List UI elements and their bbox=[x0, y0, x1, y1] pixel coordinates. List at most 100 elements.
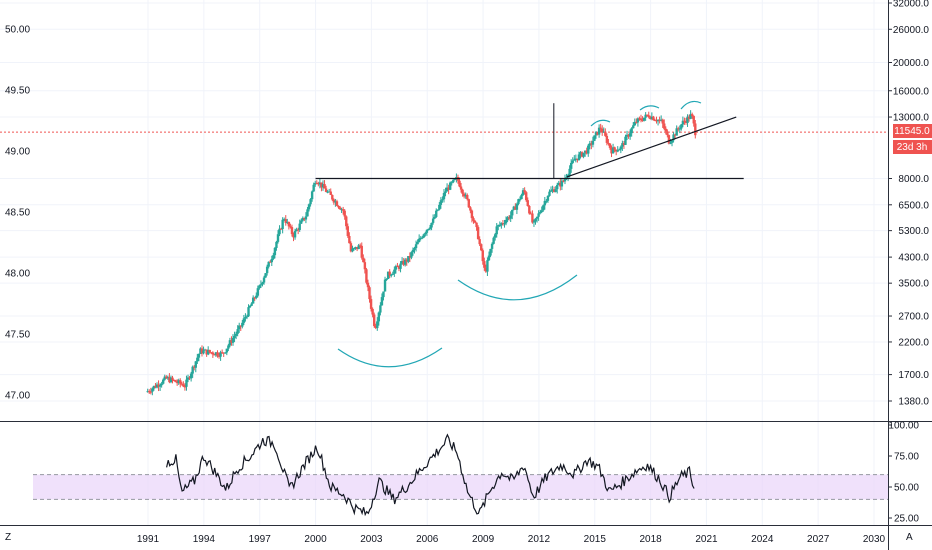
candle bbox=[365, 267, 368, 285]
candle bbox=[646, 114, 649, 117]
x-tick-label: 2024 bbox=[751, 534, 774, 545]
rsi-axis: 100.00 75.00 50.00 25.00 bbox=[888, 421, 919, 525]
cup-arc-right[interactable] bbox=[457, 274, 578, 301]
candle bbox=[206, 346, 210, 356]
candle bbox=[377, 311, 381, 326]
candle bbox=[222, 352, 225, 357]
auto-scale-button[interactable]: A bbox=[906, 532, 913, 543]
candle bbox=[444, 187, 447, 197]
rsi-tick-label: 100.00 bbox=[888, 421, 919, 432]
candle bbox=[323, 180, 326, 189]
candle bbox=[548, 189, 551, 197]
candle bbox=[284, 215, 287, 226]
candle bbox=[644, 112, 647, 121]
candle bbox=[613, 146, 616, 153]
candle bbox=[394, 264, 398, 274]
candle bbox=[607, 139, 610, 146]
candle bbox=[504, 216, 508, 226]
candle bbox=[335, 199, 339, 207]
candle bbox=[464, 192, 467, 199]
candle bbox=[531, 210, 534, 224]
candle bbox=[636, 117, 640, 127]
top-arc-3[interactable] bbox=[680, 100, 702, 110]
candle bbox=[160, 381, 163, 388]
candle bbox=[194, 360, 197, 373]
candle bbox=[421, 235, 424, 240]
candle bbox=[148, 389, 151, 394]
candle bbox=[234, 331, 238, 340]
last-price-text: 11545.0 bbox=[894, 126, 930, 137]
candle bbox=[680, 123, 683, 131]
candle bbox=[281, 217, 284, 234]
candle bbox=[197, 353, 201, 362]
candle bbox=[647, 111, 650, 119]
candle bbox=[258, 284, 261, 290]
candle bbox=[445, 183, 449, 192]
candle bbox=[694, 119, 697, 139]
x-tick-label: 1991 bbox=[137, 534, 160, 545]
candle bbox=[507, 215, 511, 221]
candle bbox=[590, 140, 593, 150]
candle bbox=[605, 133, 609, 146]
candle bbox=[521, 188, 525, 196]
candle bbox=[199, 347, 202, 355]
candle bbox=[652, 115, 655, 121]
candle bbox=[416, 239, 419, 245]
candle bbox=[352, 247, 356, 251]
candle bbox=[497, 224, 500, 231]
candle bbox=[677, 126, 680, 132]
candle bbox=[489, 248, 492, 258]
candle bbox=[158, 383, 162, 391]
zoom-button[interactable]: Z bbox=[5, 532, 11, 543]
candle bbox=[166, 375, 170, 380]
candle bbox=[475, 222, 478, 231]
right-tick-label: 20000.0 bbox=[893, 58, 930, 69]
candle bbox=[545, 198, 548, 204]
candle bbox=[393, 266, 396, 277]
candle bbox=[174, 379, 177, 383]
candle bbox=[472, 216, 475, 224]
main-pane[interactable]: 50.00 49.50 49.00 48.50 48.00 47.50 47.00 3200… bbox=[0, 0, 932, 525]
candle bbox=[559, 178, 562, 191]
candle bbox=[171, 375, 174, 384]
candle bbox=[518, 196, 522, 202]
top-arc-2[interactable] bbox=[639, 105, 660, 111]
candle bbox=[155, 382, 159, 389]
candle bbox=[309, 198, 312, 207]
candle bbox=[514, 203, 517, 210]
candle bbox=[627, 133, 630, 139]
candle bbox=[391, 271, 394, 275]
candle bbox=[560, 178, 564, 191]
candle bbox=[208, 349, 211, 354]
candle bbox=[211, 351, 215, 358]
candle bbox=[540, 206, 543, 214]
candle bbox=[571, 157, 574, 164]
candle bbox=[552, 186, 556, 193]
candle bbox=[597, 124, 601, 138]
x-tick-label: 2027 bbox=[807, 534, 830, 545]
rsi-pane[interactable]: 100.00 75.00 50.00 25.00 bbox=[33, 421, 919, 525]
candle bbox=[492, 236, 495, 245]
candle bbox=[687, 114, 691, 122]
candle bbox=[470, 209, 474, 223]
left-tick-label: 47.00 bbox=[5, 391, 30, 402]
drawings-layer[interactable] bbox=[315, 100, 744, 368]
candle bbox=[362, 254, 365, 263]
candle bbox=[628, 129, 632, 140]
top-arc-1[interactable] bbox=[590, 119, 611, 127]
cup-arc-left[interactable] bbox=[337, 347, 443, 368]
candle bbox=[179, 378, 182, 388]
candle bbox=[290, 224, 294, 237]
candle bbox=[407, 256, 410, 264]
candle bbox=[265, 264, 269, 276]
candle bbox=[512, 205, 515, 211]
candle bbox=[500, 222, 503, 229]
rsi-tick-label: 25.00 bbox=[894, 514, 919, 525]
candle bbox=[587, 143, 590, 157]
time-axis: 1991 1994 1997 2000 2003 2006 2009 2012 2015 2018… bbox=[137, 534, 886, 545]
trend-line[interactable] bbox=[566, 116, 737, 178]
candle bbox=[216, 350, 219, 358]
right-tick-label: 5300.0 bbox=[898, 226, 929, 237]
candle bbox=[664, 126, 668, 135]
